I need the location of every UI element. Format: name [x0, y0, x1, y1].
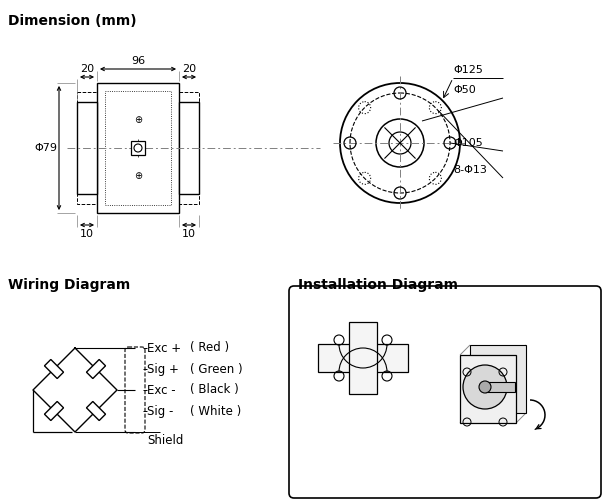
Text: Φ125: Φ125 — [453, 65, 483, 75]
Text: 20: 20 — [182, 64, 196, 74]
Text: Wiring Diagram: Wiring Diagram — [8, 278, 130, 292]
Ellipse shape — [479, 381, 491, 393]
Text: 8-Φ13: 8-Φ13 — [453, 165, 487, 175]
Bar — [77, 92, 97, 204]
Text: 10: 10 — [182, 229, 196, 239]
Bar — [86, 359, 106, 379]
Text: Sig +: Sig + — [147, 363, 179, 376]
Bar — [45, 401, 63, 420]
Ellipse shape — [463, 365, 507, 409]
Text: ( Red ): ( Red ) — [190, 342, 229, 355]
Bar — [97, 83, 179, 213]
Bar — [179, 102, 199, 194]
Bar — [318, 344, 408, 372]
Bar — [470, 345, 526, 413]
Text: ⊕: ⊕ — [134, 115, 142, 125]
FancyBboxPatch shape — [289, 286, 601, 498]
Bar — [45, 359, 63, 379]
Text: Exc -: Exc - — [147, 383, 176, 396]
Bar — [179, 92, 199, 204]
Text: Shield: Shield — [147, 434, 184, 447]
Bar — [460, 355, 516, 423]
Text: 20: 20 — [80, 64, 94, 74]
Bar — [349, 322, 377, 394]
Text: ⊕: ⊕ — [134, 171, 142, 181]
Bar — [485, 382, 515, 392]
Text: Sig -: Sig - — [147, 404, 173, 417]
Text: Φ79: Φ79 — [34, 143, 57, 153]
Text: ( Black ): ( Black ) — [190, 383, 239, 396]
Text: ( White ): ( White ) — [190, 404, 241, 417]
Text: 10: 10 — [80, 229, 94, 239]
Bar — [131, 141, 145, 155]
FancyBboxPatch shape — [125, 347, 145, 433]
Bar — [86, 401, 106, 420]
Text: Φ50: Φ50 — [453, 85, 476, 95]
Bar — [77, 102, 97, 194]
Text: Φ105: Φ105 — [453, 138, 483, 148]
Bar — [105, 91, 171, 205]
Text: Installation Diagram: Installation Diagram — [298, 278, 458, 292]
Text: ( Green ): ( Green ) — [190, 363, 243, 376]
Text: Exc +: Exc + — [147, 342, 181, 355]
Text: Dimension (mm): Dimension (mm) — [8, 14, 137, 28]
Text: 96: 96 — [131, 56, 145, 66]
